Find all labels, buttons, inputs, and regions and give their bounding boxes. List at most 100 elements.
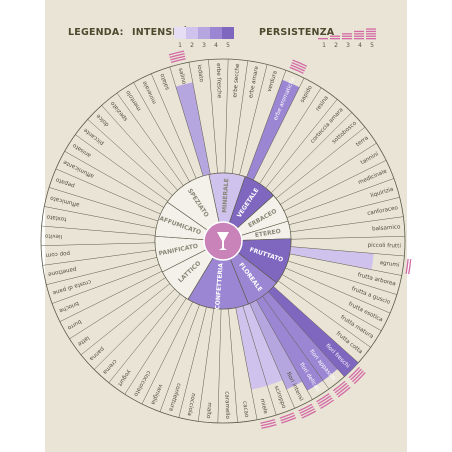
descriptor-divider: [124, 298, 187, 395]
descriptor-label: terra: [355, 135, 370, 148]
descriptor-label: erbe amare: [248, 65, 260, 99]
descriptor-miele: miele: [235, 306, 277, 429]
persistence-bar: [279, 412, 295, 419]
category-affumicato: AFFUMICATO: [154, 201, 208, 240]
persistence-bar: [318, 397, 333, 407]
descriptor-divider: [197, 308, 214, 422]
persistence-scale-numbers: 1 2 3 4 5: [318, 42, 378, 49]
descriptor-label: sciroppo: [273, 385, 287, 410]
descriptor-divider: [41, 242, 156, 246]
descriptor-divider: [59, 270, 163, 322]
intensity-scale-3: 3: [202, 42, 206, 49]
intensity-scale-5: 5: [226, 42, 230, 49]
descriptor-divider: [133, 82, 190, 182]
persistence-swatch-bar: [354, 38, 364, 40]
persistence-scale-2: 2: [334, 42, 338, 49]
category-label: CONFETTERIA: [214, 262, 225, 309]
persistence-bar: [301, 410, 317, 419]
descriptor-label: panna: [88, 345, 105, 361]
descriptor-divider: [141, 301, 193, 405]
descriptor-intensity-bar: [246, 79, 300, 181]
persistence-swatch-bar: [366, 33, 376, 35]
descriptor-dolce: dolce: [95, 112, 110, 127]
descriptor-divider: [44, 206, 157, 229]
descriptor-label: caramello: [223, 391, 230, 419]
descriptor-divider: [232, 60, 249, 174]
intensity-swatch-1: [174, 27, 186, 39]
persistence-bar: [170, 55, 186, 61]
descriptor-medicinale: medicinale: [357, 168, 388, 186]
persistence-swatch-bar: [354, 33, 364, 35]
descriptor-divider: [270, 112, 353, 194]
descriptor-divider: [93, 288, 176, 370]
descriptor-intensity-bar: [175, 82, 211, 176]
descriptor-divider: [46, 257, 158, 285]
persistence-bar: [353, 372, 366, 385]
persistence-swatch-bar: [342, 38, 352, 40]
wine-glass-shape: [217, 232, 229, 250]
descriptor-panna: panna: [88, 345, 105, 361]
persistence-bar: [280, 414, 296, 422]
descriptor-tannini: tannini: [360, 151, 380, 166]
descriptor-label: balsamico: [372, 224, 401, 232]
descriptor-divider: [42, 249, 156, 266]
descriptor-divider: [242, 305, 277, 416]
descriptor-divider: [246, 70, 287, 178]
descriptor-verdura: verdura: [267, 70, 279, 93]
intensity-scale-2: 2: [190, 42, 194, 49]
descriptor-caramello: caramello: [223, 391, 230, 419]
persistence-bar: [168, 50, 185, 56]
descriptor-intensity-bar: [256, 296, 324, 391]
descriptor-piccoli-frutti: piccoli frutti: [368, 243, 402, 250]
persistence-scale-5: 5: [370, 42, 374, 49]
descriptor-label: affumicante: [62, 158, 95, 179]
descriptor-tostato: tostato: [46, 213, 67, 222]
descriptor-label: miele: [259, 398, 269, 415]
legend-intensity-label: INTENSITÀ: [132, 27, 190, 38]
descriptor-crema: crema: [101, 358, 117, 375]
persistence-bar: [405, 258, 409, 274]
descriptor-divider: [235, 307, 258, 420]
descriptor-label: erbe fresche: [215, 63, 222, 99]
legend-title: LEGENDA:: [68, 27, 124, 38]
descriptor-label: erbe secche: [232, 63, 241, 98]
descriptor-sapido: sapido: [300, 84, 315, 103]
persistence-bar: [261, 423, 277, 429]
category-label: ETEREO: [254, 228, 281, 239]
descriptor-divider: [87, 119, 173, 196]
descriptor-divider: [69, 277, 166, 340]
persistence-swatch-bar: [354, 35, 364, 37]
descriptor-erbe-fresche: erbe fresche: [215, 63, 222, 99]
descriptor-divider: [217, 308, 222, 423]
descriptor-frutta-a-guscio: frutta a guscio: [351, 286, 392, 306]
descriptor-intensity-bar: [235, 306, 268, 390]
category-fruttato: FRUTTATO: [237, 238, 292, 284]
intensity-swatch-2: [186, 27, 198, 39]
descriptor-label: malto: [205, 402, 212, 419]
descriptor-divider: [178, 306, 207, 418]
descriptor-label: canforaceo: [367, 205, 399, 217]
persistence-bar: [170, 58, 186, 64]
descriptor-label: lievito: [44, 232, 62, 238]
descriptor-divider: [259, 87, 322, 184]
descriptor-label: liquirizia: [370, 187, 394, 200]
descriptor-label: burro: [66, 318, 82, 331]
persistence-bar: [281, 417, 297, 424]
descriptor-divider: [75, 134, 168, 202]
intensity-swatch-3: [198, 27, 210, 39]
descriptor-label: tannini: [360, 151, 380, 166]
persistence-bar: [336, 384, 349, 396]
descriptor-label: crosta di pane: [51, 278, 91, 296]
category-lattico: LATTICO: [162, 249, 214, 300]
intensity-swatch-4: [210, 27, 222, 39]
descriptor-divider: [256, 300, 313, 400]
descriptor-divider: [283, 160, 387, 212]
legend-graphics: [174, 27, 376, 40]
descriptor-cioccolato: cioccolato: [132, 370, 151, 398]
descriptor-label: cacao: [241, 401, 249, 419]
persistence-bar: [169, 53, 185, 59]
descriptor-label: piccoli frutti: [368, 243, 402, 250]
persistence-bar: [408, 259, 412, 275]
descriptor-divider: [108, 293, 181, 383]
persistence-bar: [316, 393, 330, 403]
